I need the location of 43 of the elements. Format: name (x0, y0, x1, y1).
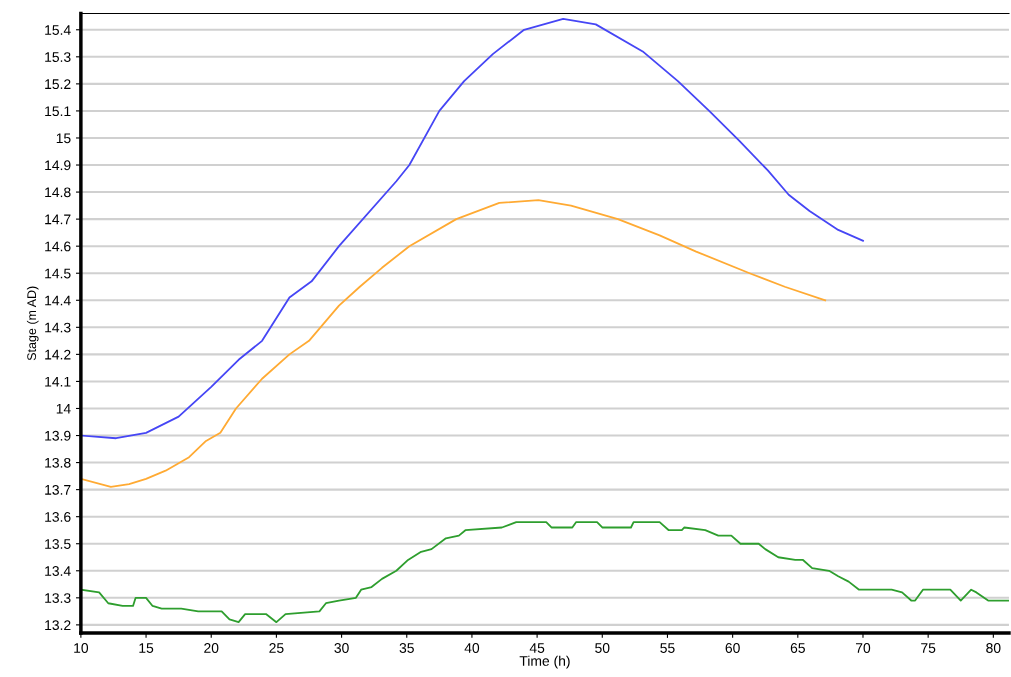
x-tick-label: 65 (790, 643, 805, 653)
y-tick-label: 15.1 (45, 106, 71, 117)
x-tick-label: 45 (529, 643, 545, 653)
y-tick-label: 14 (56, 403, 71, 414)
x-tick-label: 15 (139, 643, 154, 653)
x-tick-label: 75 (921, 643, 936, 653)
y-tick-label: 13.4 (45, 566, 71, 576)
y-tick-label: 13.8 (45, 457, 71, 468)
y-tick-label: 15.2 (45, 79, 71, 90)
y-tick-label: 14.2 (45, 349, 71, 360)
x-tick-label: 70 (855, 643, 871, 653)
y-tick-label: 15.4 (45, 25, 71, 35)
y-tick-label: 15.3 (45, 52, 71, 62)
y-tick-label: 13.7 (45, 484, 71, 495)
x-tick-label: 30 (334, 643, 349, 653)
y-tick-label: 13.3 (45, 593, 71, 603)
y-tick-label: 13.5 (45, 539, 71, 549)
y-tick-label: 14.4 (45, 295, 71, 306)
x-tick-label: 80 (986, 643, 1001, 653)
y-tick-label: 13.9 (45, 430, 71, 441)
y-tick-label: 15 (56, 133, 71, 144)
y-tick-label: 14.8 (45, 187, 71, 198)
x-tick-label: 35 (399, 643, 414, 653)
y-tick-label: 14.6 (45, 241, 71, 252)
x-tick-label: 10 (74, 643, 89, 653)
x-tick-label: 55 (660, 643, 675, 653)
x-tick-label: 50 (595, 643, 610, 653)
x-axis-title: Time (h) (519, 655, 570, 669)
y-tick-label: 14.5 (45, 268, 71, 279)
y-tick-label: 14.7 (45, 214, 71, 225)
x-tick-label: 60 (725, 643, 740, 653)
line-series (80, 199, 827, 488)
line-series (80, 521, 1009, 624)
line-series (80, 18, 864, 440)
y-tick-label: 14.1 (45, 376, 71, 387)
y-tick-label: 14.3 (45, 322, 71, 333)
y-axis-title: Stage (m AD) (26, 286, 39, 361)
x-tick-label: 25 (269, 643, 284, 653)
x-tick-label: 20 (204, 643, 219, 653)
y-tick-label: 13.2 (45, 620, 71, 631)
y-tick-label: 13.6 (45, 512, 71, 522)
y-tick-label: 14.9 (45, 160, 71, 171)
x-tick-label: 40 (464, 643, 480, 653)
